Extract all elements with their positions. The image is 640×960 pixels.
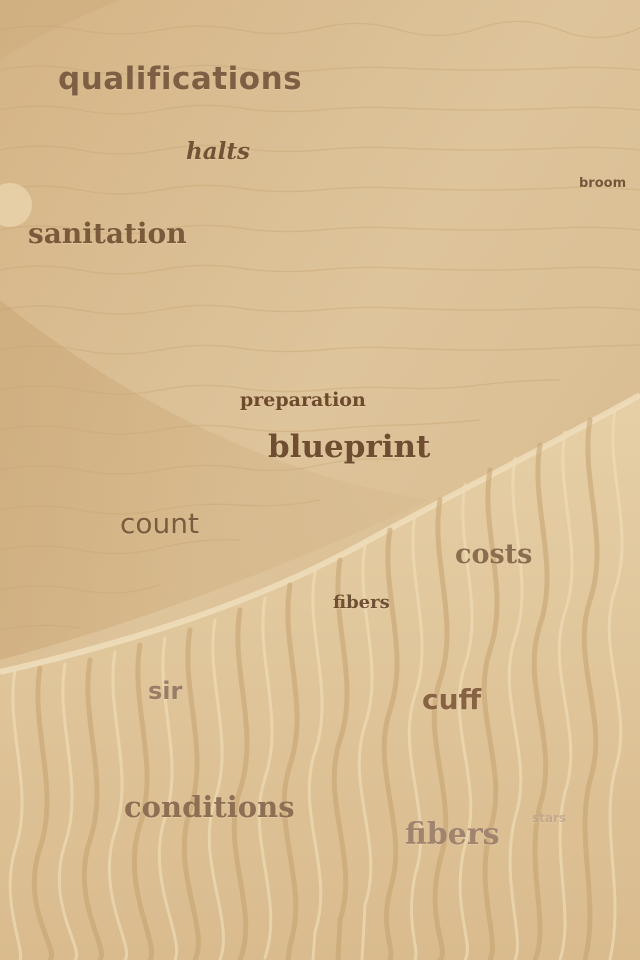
- word-halts: halts: [186, 138, 250, 165]
- word-broom: broom: [579, 176, 627, 191]
- word-faint: stars: [532, 811, 567, 825]
- word-fibers-small: fibers: [333, 592, 390, 613]
- word-conditions: conditions: [124, 790, 295, 824]
- word-sanitation: sanitation: [28, 217, 187, 250]
- word-cuff: cuff: [422, 683, 482, 716]
- word-qualifications: qualifications: [58, 61, 303, 97]
- dune-ridge: [0, 392, 640, 675]
- word-fibers-large: fibers: [405, 817, 500, 852]
- upper-ripples: [0, 20, 640, 631]
- word-costs: costs: [455, 539, 533, 570]
- lower-ripple-highlights: [8, 408, 624, 960]
- lower-ripples: [31, 417, 600, 960]
- word-blueprint: blueprint: [268, 429, 431, 465]
- word-preparation: preparation: [240, 389, 366, 411]
- upper-corner-slope: [0, 0, 120, 60]
- light-patch: [0, 183, 32, 227]
- word-count: count: [120, 507, 199, 540]
- dune-shadow: [0, 300, 430, 660]
- word-sir: sir: [148, 677, 183, 705]
